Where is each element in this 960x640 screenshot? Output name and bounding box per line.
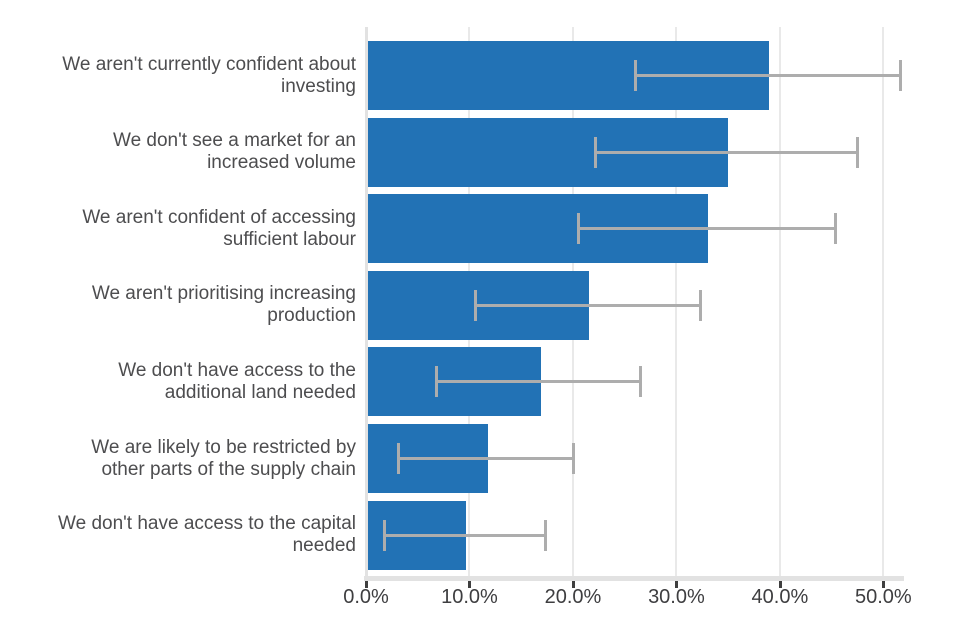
gridline-50 [882,27,885,576]
x-tick-label: 40.0% [751,586,809,608]
x-tick-label: 20.0% [544,586,602,608]
error-bar-cap-right [834,213,838,245]
x-tick-mark [778,581,782,588]
gridline-30 [675,27,678,576]
error-bar-cap-right [572,443,576,475]
error-bar-cap-left [576,213,580,245]
x-tick-mark [468,581,472,588]
category-label: We aren't currently confident about inve… [62,53,356,97]
category-label: We are likely to be restricted by other … [91,436,356,480]
x-tick-mark [365,581,368,588]
error-bar-cap-left [396,443,400,475]
error-bar-cap-right [543,519,547,551]
error-bar-line [384,533,545,537]
x-tick-mark [571,581,575,588]
error-bar-cap-right [856,136,859,168]
error-bar-cap-left [474,289,478,321]
category-axis-labels: We aren't currently confident about inve… [0,0,356,640]
category-label: We don't have access to the capital need… [58,513,356,557]
error-bar-cap-left [383,519,387,551]
error-bar-cap-right [698,289,702,321]
error-bar-cap-left [633,60,637,91]
x-tick-label: 10.0% [441,586,498,608]
error-bar-line [578,227,836,231]
x-tick-label: 0.0% [343,586,389,608]
x-tick-mark [675,581,679,588]
category-label: We don't have access to the additional l… [118,359,356,403]
error-bar-cap-left [594,136,598,168]
error-bar-cap-left [434,366,438,398]
error-bar-line [436,380,641,384]
category-label: We aren't confident of accessing suffici… [82,206,356,250]
category-label: We don't see a market for an increased v… [112,130,356,174]
error-bar-cap-right [899,60,903,91]
error-bar-line [595,150,858,154]
gridline-40 [778,27,781,576]
error-bar-line [398,457,574,461]
x-tick-mark [882,581,886,588]
x-tick-label: 50.0% [855,586,912,608]
gridline-0 [365,27,368,576]
error-bar-cap-right [638,366,642,398]
x-axis-line [364,576,904,581]
error-bar-line [475,303,701,307]
plot-area: 0.0% 10.0% 20.0% 30.0% 40.0% 50.0% [343,0,960,640]
error-bar-line [635,74,901,77]
category-label: We aren't prioritising increasing produc… [91,283,356,327]
x-tick-label: 30.0% [648,586,705,608]
